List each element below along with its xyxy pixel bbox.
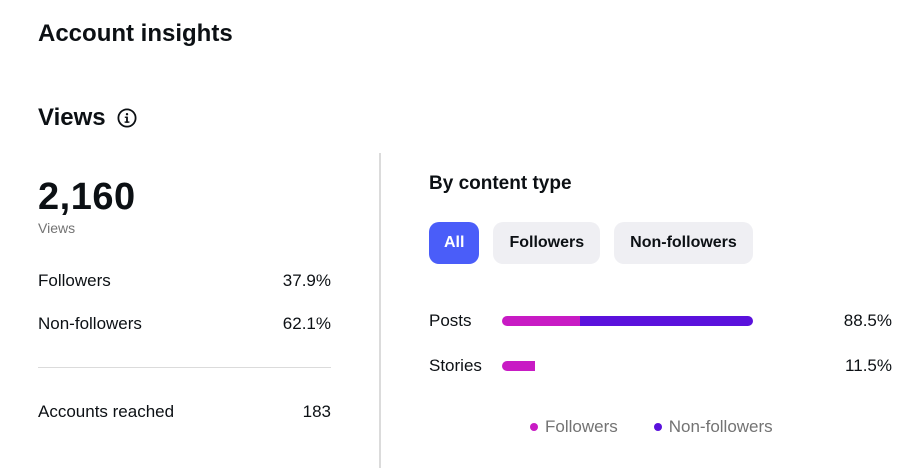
tab-followers[interactable]: Followers	[493, 222, 601, 264]
accounts-reached-label: Accounts reached	[38, 402, 175, 421]
non-followers-stat-row: Non-followers 62.1%	[38, 314, 331, 334]
stories-bar	[502, 361, 786, 371]
non-followers-stat-label: Non-followers	[38, 314, 142, 333]
info-icon[interactable]	[117, 108, 137, 128]
posts-bar-value: 88.5%	[843, 311, 892, 330]
followers-stat-label: Followers	[38, 271, 111, 290]
non-followers-legend-label: Non-followers	[668, 417, 773, 436]
bar-legend: Followers Non-followers	[530, 417, 773, 437]
accounts-reached-value: 183	[302, 402, 331, 421]
legend-item-followers: Followers	[530, 417, 618, 437]
page-title: Account insights	[38, 20, 233, 47]
followers-legend-dot	[530, 423, 538, 431]
column-divider	[379, 153, 381, 468]
followers-legend-label: Followers	[545, 417, 618, 436]
stats-divider	[38, 367, 331, 368]
posts-bar-row: Posts 88.5%	[429, 309, 892, 333]
posts-bar-label: Posts	[429, 311, 472, 330]
tab-non-followers[interactable]: Non-followers	[614, 222, 753, 264]
posts-bar	[502, 316, 786, 326]
total-views-label: Views	[38, 220, 76, 236]
posts-non-followers-segment	[580, 316, 753, 326]
non-followers-stat-value: 62.1%	[282, 314, 331, 333]
views-section-header: Views	[38, 104, 137, 132]
followers-stat-value: 37.9%	[282, 271, 331, 290]
stories-bar-row: Stories 11.5%	[429, 354, 892, 378]
content-filter-tabs: All Followers Non-followers	[429, 222, 753, 264]
accounts-reached-row: Accounts reached 183	[38, 402, 331, 422]
stories-bar-value: 11.5%	[845, 356, 892, 375]
non-followers-legend-dot	[653, 423, 662, 431]
by-content-type-title: By content type	[429, 173, 572, 194]
views-section-title: Views	[38, 104, 106, 131]
tab-all[interactable]: All	[429, 222, 480, 264]
stories-followers-segment	[502, 361, 535, 371]
total-views-value: 2,160	[38, 176, 136, 218]
posts-followers-segment	[502, 316, 580, 326]
legend-item-non-followers: Non-followers	[653, 417, 773, 437]
followers-stat-row: Followers 37.9%	[38, 271, 331, 291]
stories-bar-label: Stories	[429, 356, 482, 375]
